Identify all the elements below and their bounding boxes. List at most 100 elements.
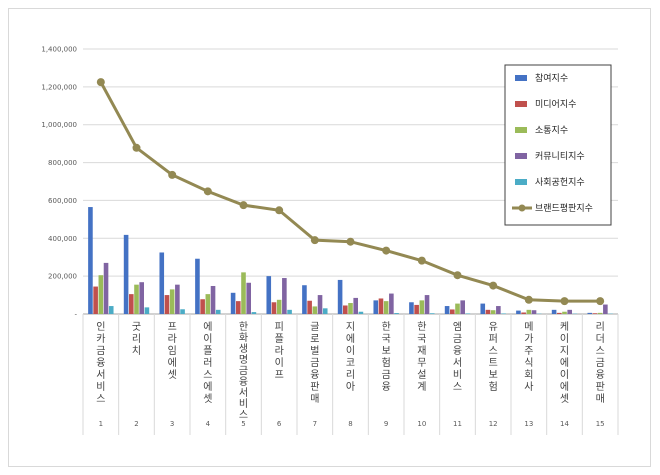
bar (562, 311, 567, 314)
rank-number: 5 (241, 420, 245, 428)
bar (587, 312, 593, 314)
rank-number: 11 (453, 420, 462, 428)
y-tick-label: 600,000 (48, 197, 77, 205)
bar (450, 309, 455, 314)
legend-label: 사회공헌지수 (535, 177, 585, 188)
bar (592, 313, 598, 314)
rank-number: 4 (206, 420, 211, 428)
bar (200, 299, 205, 314)
bar (236, 301, 241, 314)
bar (175, 284, 180, 314)
rank-number: 3 (170, 420, 174, 428)
bar (266, 276, 272, 314)
bar (144, 307, 150, 314)
bar (123, 234, 129, 314)
bar (567, 309, 572, 314)
bar (603, 304, 608, 314)
bar (424, 295, 430, 314)
bar (271, 302, 277, 314)
bar (419, 300, 425, 314)
bar (169, 289, 175, 314)
line-point (346, 237, 355, 246)
rank-number: 2 (134, 420, 138, 428)
bar (139, 282, 144, 314)
bar (337, 279, 343, 314)
bar (302, 285, 307, 314)
line-point (596, 297, 605, 306)
line-point (203, 187, 212, 196)
bar (246, 282, 251, 314)
y-tick-label: 400,000 (48, 235, 77, 243)
rank-number: 12 (489, 420, 498, 428)
rank-number: 7 (313, 420, 317, 428)
legend-label: 커뮤니티지수 (535, 151, 585, 162)
y-tick-label: 800,000 (48, 159, 77, 167)
bar (93, 286, 98, 314)
legend-swatch (515, 127, 527, 133)
bar (557, 312, 562, 314)
line-point (560, 297, 569, 306)
bar (195, 258, 200, 314)
line-point (417, 256, 426, 265)
bar (317, 295, 323, 314)
rank-number: 10 (417, 420, 426, 428)
y-tick-label: 200,000 (48, 273, 77, 281)
bar (164, 295, 170, 314)
bar (358, 311, 364, 314)
bar (394, 313, 399, 314)
rank-number: 14 (560, 420, 569, 428)
legend-swatch (518, 204, 526, 212)
bar (516, 310, 521, 314)
rank-number: 9 (384, 420, 388, 428)
bar (205, 294, 211, 314)
line-point (489, 281, 498, 290)
legend-swatch (515, 153, 527, 159)
bar (455, 303, 460, 314)
legend-label: 미디어지수 (535, 99, 576, 110)
bar (490, 310, 496, 314)
bar (526, 309, 532, 314)
bar (307, 300, 312, 314)
bar (98, 275, 104, 314)
y-tick-label: - (74, 311, 77, 319)
bar (230, 292, 236, 314)
bar (383, 301, 389, 314)
y-tick-label: 1,400,000 (41, 46, 77, 54)
bar (210, 285, 216, 314)
bar (241, 272, 246, 314)
line-point (132, 143, 141, 152)
line-point (239, 201, 248, 210)
bars (88, 207, 613, 314)
bar (378, 298, 384, 314)
rank-number: 8 (348, 420, 352, 428)
labels: - 200,000 400,000 600,000 800,000 1,000,000 1,… (41, 46, 604, 429)
legend-label: 소통지수 (535, 125, 568, 136)
bar (597, 312, 603, 314)
bar (429, 313, 435, 314)
bar (348, 303, 353, 314)
bar (521, 312, 526, 314)
bar (287, 309, 292, 314)
bar (312, 306, 318, 314)
bar (322, 308, 328, 314)
bar (409, 302, 414, 314)
bar (465, 313, 471, 314)
line-point (168, 170, 177, 179)
y-tick-label: 1,000,000 (41, 121, 77, 129)
legend-swatch (515, 75, 527, 81)
line-point (310, 236, 319, 245)
